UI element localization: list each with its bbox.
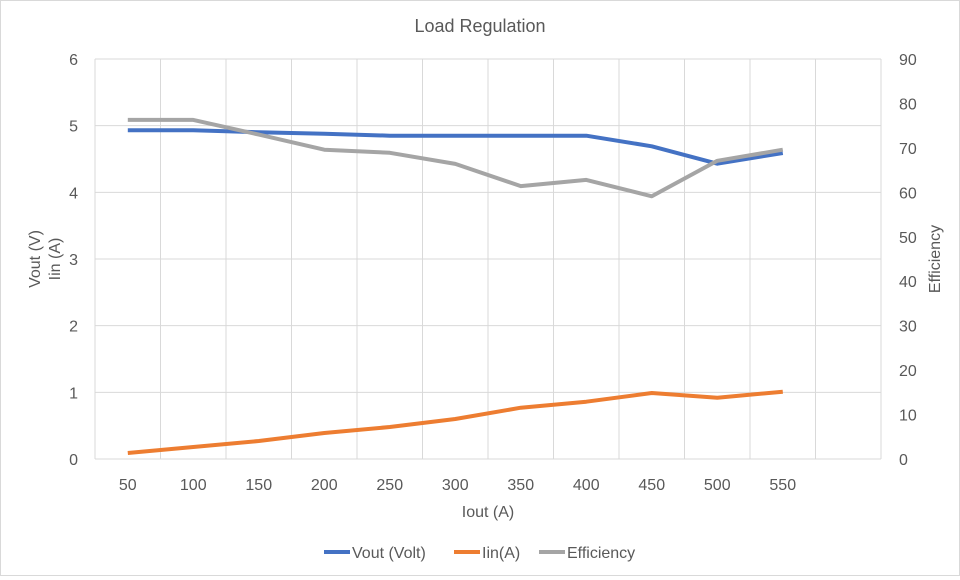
legend: Vout (Volt) Iin(A) Efficiency <box>324 545 635 562</box>
data-point-vout-volt <box>388 134 392 138</box>
data-point-iin-a <box>584 400 588 404</box>
series-line-efficiency <box>127 117 784 199</box>
data-point-iin-a <box>650 391 654 395</box>
y-right-tick-label: 50 <box>899 230 917 247</box>
y-right-tick-label: 10 <box>899 408 917 425</box>
data-point-iin-a <box>388 425 392 429</box>
y-axis-title-efficiency: Efficiency <box>927 225 944 293</box>
y-left-tick-label: 5 <box>69 119 78 136</box>
x-tick-label: 150 <box>245 477 272 494</box>
y-axis-title-vout: Vout (V) <box>27 230 44 288</box>
x-tick-label: 500 <box>704 477 731 494</box>
y-axis-title-iin: Iin (A) <box>47 238 64 281</box>
data-point-vout-volt <box>650 144 654 148</box>
data-point-vout-volt <box>322 132 326 136</box>
data-point-efficiency <box>257 133 261 137</box>
data-point-vout-volt <box>519 134 523 138</box>
x-tick-label: 350 <box>507 477 534 494</box>
data-point-efficiency <box>453 162 457 166</box>
data-point-iin-a <box>126 451 130 455</box>
data-point-efficiency <box>126 118 130 122</box>
data-point-iin-a <box>322 431 326 435</box>
y-left-tick-label: 4 <box>69 185 78 202</box>
y-left-tick-label: 0 <box>69 452 78 469</box>
data-point-efficiency <box>584 178 588 182</box>
data-point-vout-volt <box>126 128 130 132</box>
data-point-vout-volt <box>453 134 457 138</box>
data-point-efficiency <box>715 159 719 163</box>
x-tick-label: 50 <box>119 477 137 494</box>
data-point-efficiency <box>388 151 392 155</box>
y-right-tick-label: 70 <box>899 141 917 158</box>
data-point-iin-a <box>453 417 457 421</box>
y-left-tick-label: 3 <box>69 252 78 269</box>
data-point-iin-a <box>257 439 261 443</box>
x-tick-label: 450 <box>638 477 665 494</box>
x-tick-label: 200 <box>311 477 338 494</box>
y-right-tick-label: 90 <box>899 52 917 69</box>
legend-label-iin-a: Iin(A) <box>482 545 520 562</box>
series-line-iin-a <box>127 389 783 455</box>
x-tick-label: 300 <box>442 477 469 494</box>
data-point-iin-a <box>715 396 719 400</box>
data-point-iin-a <box>191 445 195 449</box>
data-point-vout-volt <box>191 128 195 132</box>
y-right-tick-label: 0 <box>899 452 908 469</box>
y-right-tick-label: 30 <box>899 319 917 336</box>
x-tick-label: 550 <box>769 477 796 494</box>
y-left-tick-label: 1 <box>69 385 78 402</box>
y-right-tick-label: 60 <box>899 185 917 202</box>
legend-label-vout-volt: Vout (Volt) <box>352 545 426 562</box>
data-point-efficiency <box>650 194 654 198</box>
x-tick-label: 100 <box>180 477 207 494</box>
legend-label-efficiency: Efficiency <box>567 545 635 562</box>
data-point-iin-a <box>519 406 523 410</box>
x-axis-title: Iout (A) <box>462 504 514 521</box>
y-left-tick-label: 2 <box>69 319 78 336</box>
x-tick-label: 400 <box>573 477 600 494</box>
y-right-tick-label: 40 <box>899 274 917 291</box>
data-point-iin-a <box>781 390 785 394</box>
y-right-tick-label: 80 <box>899 96 917 113</box>
data-point-efficiency <box>191 118 195 122</box>
x-tick-label: 250 <box>376 477 403 494</box>
data-point-efficiency <box>322 148 326 152</box>
chart-title: Load Regulation <box>414 16 545 36</box>
y-right-tick-label: 20 <box>899 363 917 380</box>
data-point-vout-volt <box>584 134 588 138</box>
y-left-tick-label: 6 <box>69 52 78 69</box>
data-point-efficiency <box>781 148 785 152</box>
data-point-efficiency <box>519 184 523 188</box>
